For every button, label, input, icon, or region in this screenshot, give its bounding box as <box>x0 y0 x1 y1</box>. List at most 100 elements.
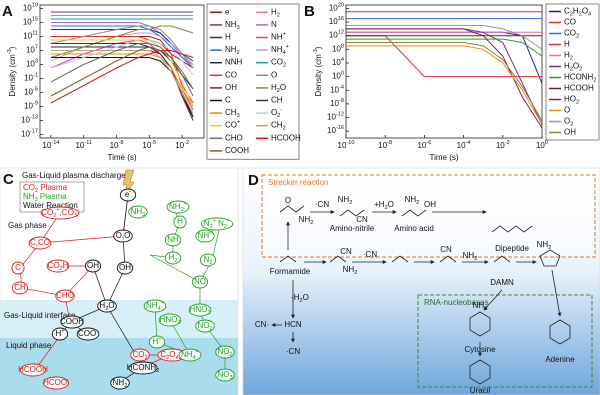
series-line <box>346 28 542 129</box>
species-label: H2O <box>99 301 114 312</box>
y-tick-label: 10-12 <box>327 112 344 122</box>
species-node <box>195 319 215 333</box>
legend-label: CO2 Plasma <box>23 183 68 194</box>
species-label: CO2+,CO3- <box>41 207 79 219</box>
species-node <box>110 376 130 390</box>
legend-label: CO2 <box>564 29 579 40</box>
series-line <box>50 25 194 58</box>
species-label: C,CO <box>30 238 50 247</box>
molecule-name: Adenine <box>545 355 575 364</box>
legend-label: OH <box>225 83 237 92</box>
series-line <box>50 25 194 69</box>
species-label: H <box>177 217 183 226</box>
legend-label: O2 <box>564 117 573 128</box>
species-node <box>215 345 235 359</box>
species-label: COO- <box>78 328 98 338</box>
species-label: NO <box>194 277 206 286</box>
species-label: CO2 <box>132 350 147 361</box>
species-label: CO2H <box>48 261 69 272</box>
species-label: NO2 <box>197 321 212 332</box>
molecule-name: Uracil <box>470 386 491 395</box>
series-line <box>50 50 194 118</box>
reagent: CN· <box>255 320 269 329</box>
reagent: ·CN <box>363 250 377 259</box>
legend-label: H2 <box>271 7 280 18</box>
species-node <box>119 188 137 202</box>
legend-label: H <box>564 40 570 49</box>
x-tick-label: 10-5 <box>142 140 156 150</box>
legend-label: O2- <box>271 108 282 120</box>
box-title: Strecker reaction <box>268 178 328 187</box>
x-axis-label: Time (s) <box>429 153 458 162</box>
species-node <box>11 281 29 295</box>
atom-label: CN <box>356 215 368 224</box>
legend-label: H <box>225 33 231 42</box>
x-tick-label: 10-2 <box>496 140 510 150</box>
atom-label: OH <box>424 200 436 209</box>
legend-label: CO <box>564 18 576 27</box>
species-node <box>164 233 182 247</box>
y-tick-label: 10-8 <box>330 98 344 108</box>
legend-label: HO2 <box>564 95 579 106</box>
species-node <box>188 303 212 317</box>
species-node <box>195 229 215 243</box>
atom-label: NH2 <box>338 195 353 206</box>
legend-label: NH4+ <box>271 45 289 57</box>
molecule-name: Dipeptide <box>495 244 529 253</box>
species-label: OH <box>119 263 131 272</box>
atom-label: NH2 <box>405 195 420 206</box>
series-line <box>50 57 194 118</box>
species-label: NH3 <box>131 207 146 218</box>
x-tick-label: 10-10 <box>338 140 355 150</box>
legend-label: HCOOH <box>271 133 301 142</box>
molecule-name: Amino-nitrile <box>330 224 375 233</box>
species-label: H+ <box>152 336 161 346</box>
species-label: O,O <box>116 231 131 240</box>
atom-label: NH2 <box>299 215 314 226</box>
series-line <box>50 39 194 107</box>
species-node <box>128 361 158 375</box>
legend-label: H2O2 <box>564 62 582 73</box>
legend-label: NH2 <box>225 45 240 56</box>
legend-label: NH3 <box>225 20 240 31</box>
legend-label: CO2 <box>271 58 286 69</box>
species-node <box>20 363 46 377</box>
panel-label: D <box>248 172 259 189</box>
reagent: -H2O <box>291 293 309 304</box>
atom-label: CN <box>440 245 452 254</box>
species-node <box>158 313 182 327</box>
arrows <box>271 210 562 357</box>
series-line <box>346 45 542 125</box>
y-tick-label: 10-16 <box>327 126 344 136</box>
chart: A 10-14 10-11 10-8 10-5 10-2 1019 1015 1011 107 10… <box>2 3 301 162</box>
y-axis-label: Density (cm-3) <box>313 46 323 96</box>
x-tick-label: 10-2 <box>175 140 189 150</box>
x-tick-label: 100 <box>536 140 548 150</box>
species-label: NO2 <box>217 347 232 358</box>
panel-label: A <box>2 3 13 20</box>
species-node <box>11 261 25 275</box>
species-node <box>46 259 70 273</box>
x-tick-label: 10-11 <box>75 140 92 150</box>
panel-title: Gas-Liquid plasma discharge <box>22 171 126 180</box>
x-tick-label: 10-6 <box>417 140 431 150</box>
species-node <box>130 348 150 362</box>
legend-label: N <box>271 20 277 29</box>
legend-frame <box>19 181 85 213</box>
y-tick-label: 100 <box>332 71 344 81</box>
species-node <box>215 368 235 382</box>
legend-label: C2H2O4 <box>564 7 591 18</box>
species-node <box>116 261 134 275</box>
zone-label: Gas phase <box>8 221 47 230</box>
legend-label: Water Reaction <box>23 201 78 210</box>
y-tick-label: 108 <box>332 44 344 54</box>
species-label: NH4+ <box>181 349 199 361</box>
series-line <box>50 46 194 90</box>
species-label: C <box>15 263 21 272</box>
atom-label: NH2 <box>473 301 488 312</box>
y-tick-label: 1012 <box>329 30 344 40</box>
legend-label: NNH <box>225 58 243 67</box>
panel-label: B <box>304 3 315 20</box>
species-label: HCOOH <box>18 365 48 374</box>
species-label: OH <box>87 261 99 270</box>
